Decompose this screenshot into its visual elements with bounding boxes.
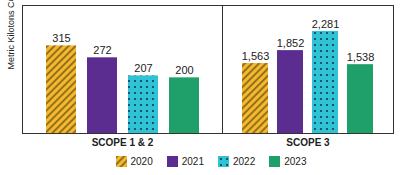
svg-text:SCOPE 3: SCOPE 3 bbox=[286, 137, 330, 148]
html-text:2023: 2023 bbox=[284, 155, 307, 167]
svg-text:315: 315 bbox=[52, 32, 70, 44]
svg-text:2,281: 2,281 bbox=[312, 18, 340, 30]
svg-text:207: 207 bbox=[134, 62, 152, 74]
svg-text:SCOPE 1 & 2: SCOPE 1 & 2 bbox=[92, 137, 154, 148]
svg-text:Metric Kilotons CO₂e: Metric Kilotons CO₂e bbox=[6, 0, 16, 70]
svg-text:1,538: 1,538 bbox=[347, 51, 375, 63]
html-text:2021: 2021 bbox=[181, 155, 204, 167]
html-text:2020: 2020 bbox=[130, 155, 153, 167]
svg-text:1,852: 1,852 bbox=[277, 37, 305, 49]
svg-text:1,563: 1,563 bbox=[242, 50, 270, 62]
html-text:2022: 2022 bbox=[233, 155, 256, 167]
svg-text:272: 272 bbox=[93, 44, 111, 56]
svg-text:200: 200 bbox=[175, 64, 193, 76]
